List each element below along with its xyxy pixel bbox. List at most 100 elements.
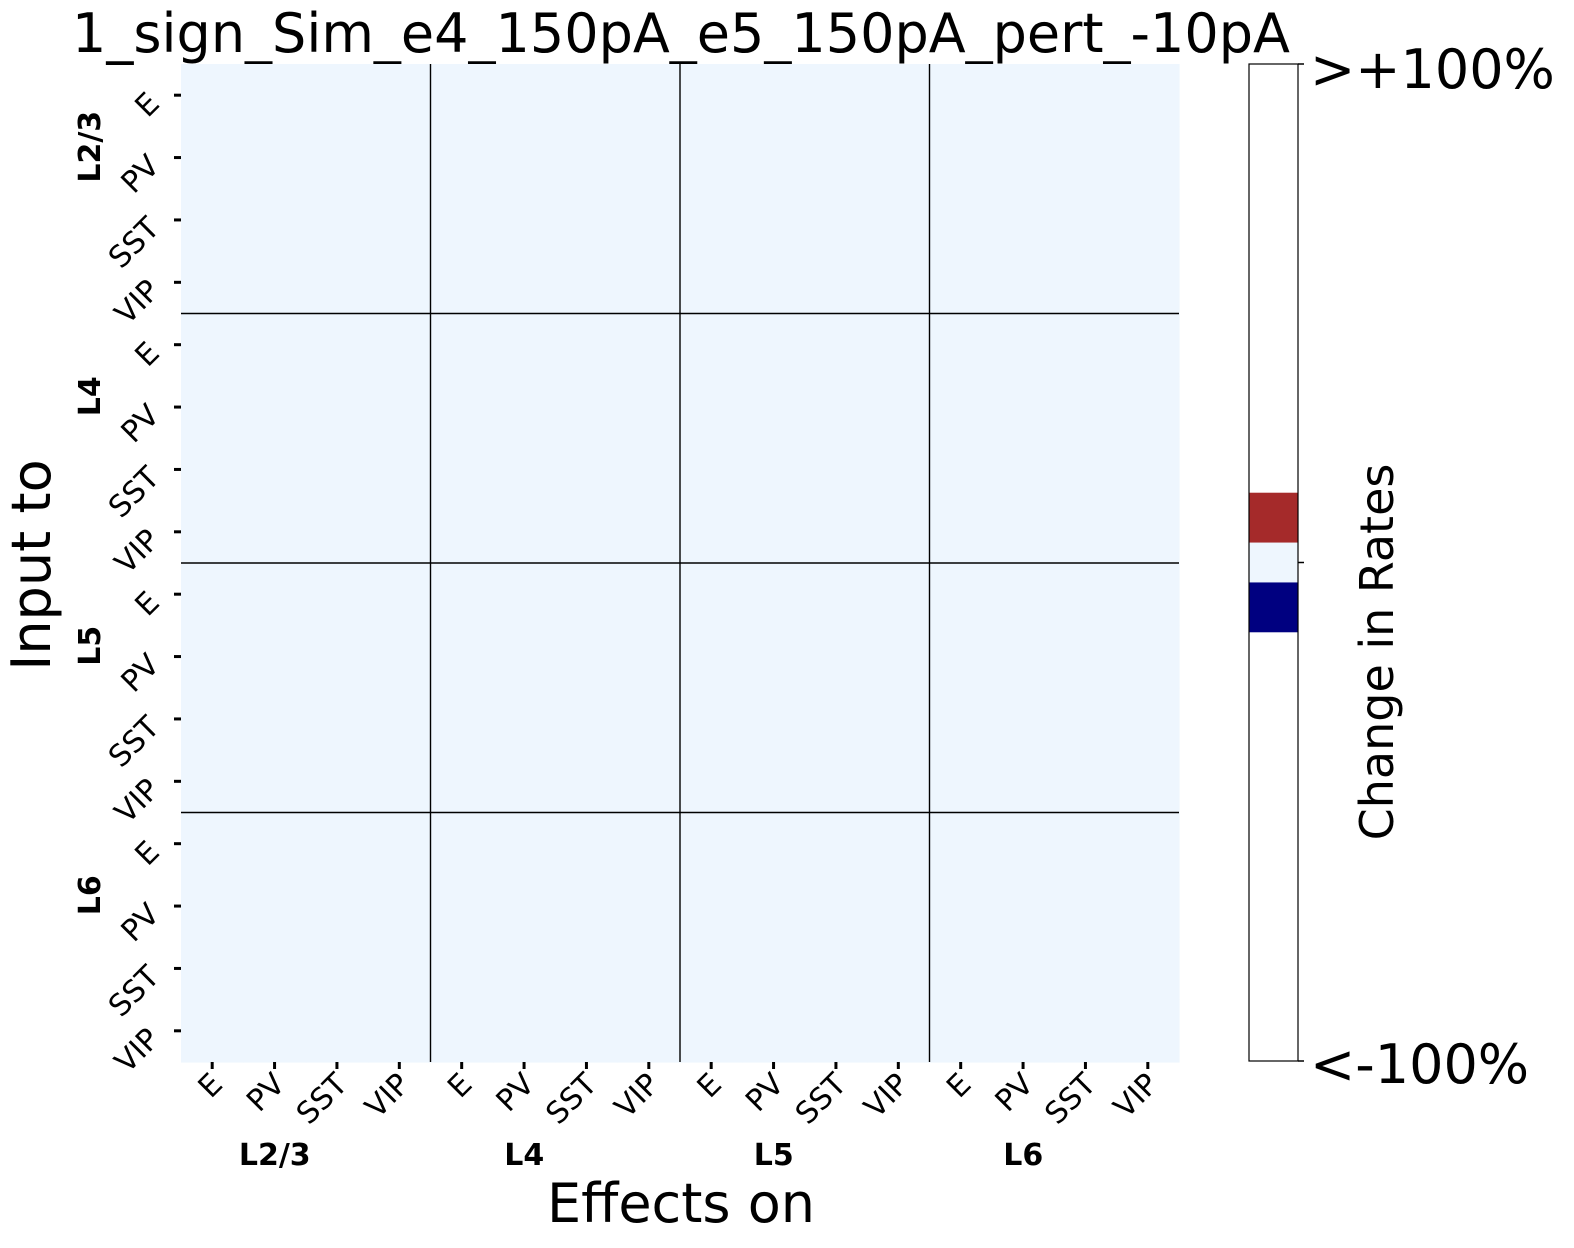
heatmap-cell [991,812,1055,876]
heatmap-cell [305,64,369,127]
heatmap-cell [555,375,619,439]
heatmap-cell [804,750,868,814]
heatmap-cell [929,438,993,502]
heatmap-cell [305,687,369,751]
heatmap-cell [867,687,931,751]
heatmap-cell [492,937,556,1001]
heatmap-cell [1054,64,1118,127]
heatmap-cell [991,313,1055,377]
heatmap-cell [368,625,432,689]
heatmap-cell [1116,375,1180,439]
heatmap-cell [742,937,806,1001]
y-tick-label: PV [115,897,167,949]
heatmap-cell [243,625,307,689]
heatmap-cell [492,563,556,626]
heatmap-cell [555,999,619,1063]
heatmap-cell [555,937,619,1001]
heatmap-cell [430,251,494,315]
heatmap-cell [243,937,307,1001]
x-tick-label: SST [290,1066,355,1131]
y-tick-label: E [128,336,166,374]
heatmap-cell [555,625,619,689]
heatmap-cell [305,999,369,1063]
x-tick-label: PV [240,1067,292,1119]
heatmap-cell [492,64,556,127]
heatmap-cell [368,313,432,377]
heatmap-cell [555,438,619,502]
heatmap-cell [1116,563,1180,626]
group-separators [181,64,1179,1062]
heatmap-cell [617,313,681,377]
x-group-label: L6 [1003,1138,1043,1173]
colorbar-bottom-label: <-100% [1310,1033,1529,1096]
heatmap-cell [804,251,868,315]
heatmap-cell [1054,937,1118,1001]
heatmap-cell [555,500,619,564]
colorbar-top-label: >+100% [1310,38,1555,101]
heatmap-cell [804,563,868,626]
heatmap-cell [991,874,1055,938]
heatmap-cell [1054,126,1118,190]
heatmap-cell [555,874,619,938]
heatmap-cell [929,937,993,1001]
heatmap-cell [305,937,369,1001]
heatmap-cell [929,251,993,315]
heatmap-cell [1116,438,1180,502]
heatmap-cell [991,64,1055,127]
heatmap-cell [742,625,806,689]
heatmap-cell [430,438,494,502]
heatmap-cell [243,126,307,190]
heatmap-cell [617,64,681,127]
heatmap-cell [680,812,743,876]
x-tick-label: VIP [608,1067,666,1125]
heatmap-cell [867,812,931,876]
y-axis: EPVSSTVIPEPVSSTVIPEPVSSTVIPEPVSSTVIPL2/3… [73,86,181,1080]
heatmap-cell [305,812,369,876]
heatmap-cell [1116,937,1180,1001]
heatmap-cell [991,750,1055,814]
heatmap-cell [742,251,806,315]
heatmap-cell [804,313,868,377]
heatmap-cell [243,188,307,252]
colorbar-label: Change in Rates [1350,464,1404,841]
heatmap-cell [867,438,931,502]
heatmap-cell [680,375,743,439]
heatmap-cell [243,999,307,1063]
heatmap-cell [243,375,307,439]
x-tick-label: E [192,1067,230,1105]
heatmap-cell [1116,812,1180,876]
y-tick-label: VIP [108,1022,166,1080]
heatmap-cell [492,188,556,252]
heatmap-cell [1116,999,1180,1063]
heatmap-cell [804,64,868,127]
colorbar-band [1249,582,1298,633]
heatmap-cell [430,313,494,377]
heatmap-cell [742,687,806,751]
heatmap-cell [430,999,494,1063]
heatmap-cell [430,563,494,626]
colorbar [1248,63,1304,1062]
heatmap-cell [867,375,931,439]
heatmap-cell [555,188,619,252]
heatmap-cell [1054,563,1118,626]
heatmap-cell [804,625,868,689]
heatmap-cell [1116,126,1180,190]
heatmap-cell [867,874,931,938]
heatmap-cell [430,937,494,1001]
heatmap-cell [991,251,1055,315]
y-tick-label: SST [102,709,167,774]
heatmap-cell [991,563,1055,626]
x-tick-label: SST [789,1066,854,1131]
heatmap-cell [804,188,868,252]
heatmap-cell [680,313,743,377]
heatmap-cell [305,563,369,626]
heatmap-cell [742,999,806,1063]
heatmap-cell [991,375,1055,439]
heatmap-cell [243,313,307,377]
heatmap-cell [867,313,931,377]
heatmap-cell [680,64,743,127]
heatmap-cell [492,999,556,1063]
heatmap-cell [368,500,432,564]
heatmap-cell [929,874,993,938]
heatmap-cell [680,874,743,938]
